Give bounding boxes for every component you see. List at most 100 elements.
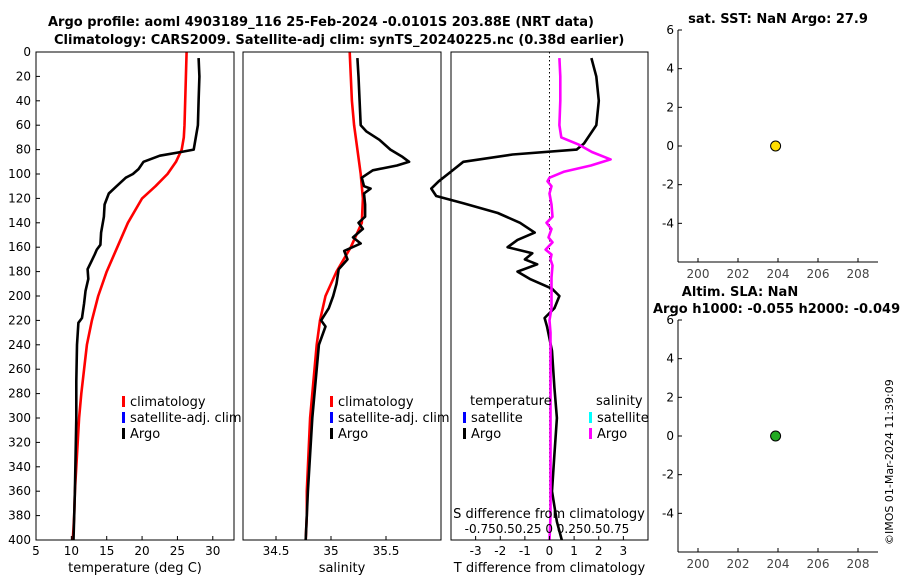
- sst-marker: [770, 140, 782, 152]
- temperature-xtick-label: 25: [170, 544, 185, 558]
- temperature-xtick-label: 15: [99, 544, 114, 558]
- temperature-xtick-label: 20: [134, 544, 149, 558]
- temperature-climatology-line: [71, 51, 188, 541]
- difference-xtick-label: 2: [595, 544, 603, 558]
- sst-xtick-label: 204: [767, 267, 790, 281]
- depth-tick-label: 360: [8, 484, 31, 498]
- sla-xtick-label: 202: [727, 557, 750, 571]
- depth-tick-label: 240: [8, 338, 31, 352]
- sst-xtick-label: 208: [847, 267, 870, 281]
- depth-tick-label: 340: [8, 460, 31, 474]
- sst-panel-title: sat. SST: NaN Argo: 27.9: [688, 12, 868, 27]
- difference-xtick-label: 0: [546, 544, 554, 558]
- temperature-legend-label: climatology: [130, 395, 206, 410]
- difference-xlabel: T difference from climatology: [453, 561, 646, 576]
- salinity-xlabel: salinity: [319, 561, 366, 576]
- depth-tick-label: 0: [23, 45, 31, 59]
- sst-ytick-label: 2: [666, 100, 674, 114]
- sla-ytick-label: 0: [666, 429, 674, 443]
- sla-ytick-label: 4: [666, 352, 674, 366]
- depth-tick-label: 160: [8, 240, 31, 254]
- figure-title-line2: Climatology: CARS2009. Satellite-adj cli…: [54, 33, 625, 48]
- salinity-xtick-label: 35.5: [373, 544, 400, 558]
- salinity-xtick-label: 34.5: [263, 544, 290, 558]
- depth-tick-label: 20: [16, 69, 31, 83]
- salinity-legend-label: Argo: [338, 427, 368, 442]
- sla-ytick-label: -2: [662, 468, 674, 482]
- temperature-legend-swatch: [122, 412, 125, 423]
- sla-ytick-label: 6: [666, 313, 674, 327]
- depth-tick-label: 40: [16, 94, 31, 108]
- difference-salinity-legend-label: Argo: [597, 427, 627, 442]
- salinity-legend-swatch: [330, 412, 333, 423]
- difference-legend-salinity-title: salinity: [596, 394, 643, 409]
- depth-tick-label: 200: [8, 289, 31, 303]
- difference-xtick-label: -1: [519, 544, 531, 558]
- depth-tick-label: 120: [8, 191, 31, 205]
- temperature-axes-frame: [35, 51, 235, 541]
- salinity-legend-swatch: [330, 396, 333, 407]
- temperature-xlabel: temperature (deg C): [68, 561, 202, 576]
- depth-tick-label: 300: [8, 411, 31, 425]
- sst-ytick-label: 4: [666, 62, 674, 76]
- temperature-legend-swatch: [122, 428, 125, 439]
- difference-temperature-argo-line: [429, 57, 601, 541]
- temperature-legend-label: satellite-adj. clim: [130, 411, 242, 426]
- sst-ytick-label: -4: [662, 216, 674, 230]
- temperature-xtick-label: 10: [64, 544, 79, 558]
- salinity-xtick-label: 35: [323, 544, 338, 558]
- salinity-climatology-line: [304, 51, 365, 541]
- sst-xtick-label: 200: [687, 267, 710, 281]
- sla-xtick-label: 206: [807, 557, 830, 571]
- figure-title-line1: Argo profile: aoml 4903189_116 25-Feb-20…: [48, 15, 594, 30]
- depth-tick-label: 380: [8, 509, 31, 523]
- sst-ytick-label: 0: [666, 139, 674, 153]
- sla-xtick-label: 208: [847, 557, 870, 571]
- sst-xtick-label: 206: [807, 267, 830, 281]
- depth-tick-label: 60: [16, 118, 31, 132]
- temperature-legend-swatch: [122, 396, 125, 407]
- temperature-xtick-label: 30: [205, 544, 220, 558]
- salinity-legend-label: satellite-adj. clim: [338, 411, 450, 426]
- sla-xtick-label: 200: [687, 557, 710, 571]
- sla-xtick-label: 204: [767, 557, 790, 571]
- difference-top-xlabel: S difference from climatology: [453, 507, 645, 522]
- sla-ytick-label: -4: [662, 506, 674, 520]
- sla-panel-title: Altim. SLA: NaN: [682, 285, 798, 300]
- credit-timestamp: ©IMOS 01-Mar-2024 11:39:09: [883, 379, 896, 545]
- depth-tick-label: 140: [8, 216, 31, 230]
- sst-ytick-label: -2: [662, 178, 674, 192]
- salinity-axes-frame: [242, 51, 442, 541]
- sla-marker: [770, 430, 782, 442]
- difference-temperature-legend-swatch: [463, 428, 466, 439]
- depth-tick-label: 180: [8, 265, 31, 279]
- difference-xtick-label: -2: [494, 544, 506, 558]
- depth-tick-label: 220: [8, 313, 31, 327]
- difference-legend-temperature-title: temperature: [470, 394, 552, 409]
- difference-xtick-label: 3: [620, 544, 628, 558]
- difference-salinity-legend-label: satellite: [597, 411, 649, 426]
- difference-temperature-legend-label: Argo: [471, 427, 501, 442]
- salinity-legend-label: climatology: [338, 395, 414, 410]
- sla-panel-subtitle: Argo h1000: -0.055 h2000: -0.049: [653, 302, 900, 317]
- depth-tick-label: 400: [8, 533, 31, 547]
- temperature-xtick-label: 5: [32, 544, 40, 558]
- difference-top-tick-labels: -0.750.50.25 0 0.250.50.75: [465, 522, 630, 536]
- difference-salinity-legend-swatch: [589, 428, 592, 439]
- depth-tick-label: 260: [8, 362, 31, 376]
- sst-ytick-label: 6: [666, 23, 674, 37]
- depth-tick-label: 320: [8, 435, 31, 449]
- sst-xtick-label: 202: [727, 267, 750, 281]
- temperature-legend-label: Argo: [130, 427, 160, 442]
- sla-ytick-label: 2: [666, 390, 674, 404]
- difference-salinity-argo-line: [544, 58, 612, 541]
- difference-temperature-legend-swatch: [463, 412, 466, 423]
- depth-tick-label: 80: [16, 143, 31, 157]
- depth-tick-label: 100: [8, 167, 31, 181]
- salinity-argo-line: [304, 58, 411, 541]
- difference-temperature-legend-label: satellite: [471, 411, 523, 426]
- temperature-argo-line: [72, 58, 201, 541]
- depth-tick-label: 280: [8, 387, 31, 401]
- difference-xtick-label: 1: [570, 544, 578, 558]
